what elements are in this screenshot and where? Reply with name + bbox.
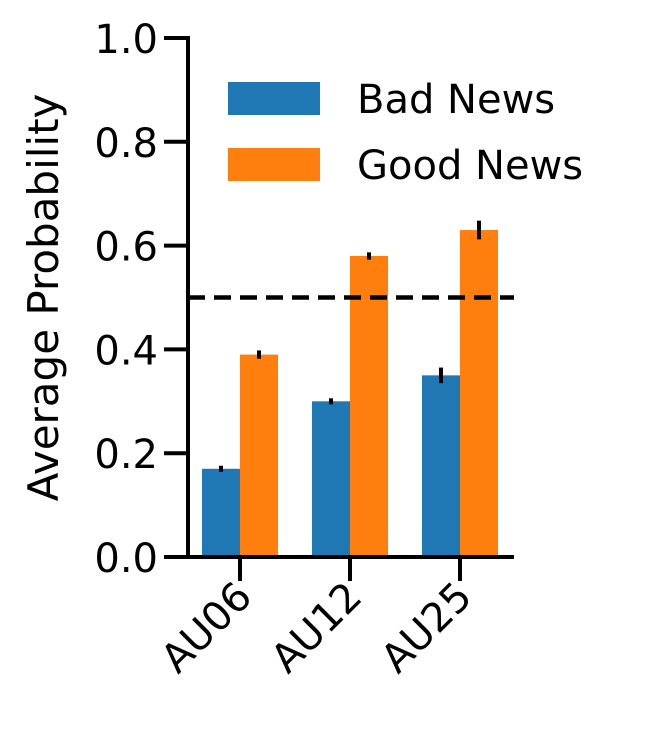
legend-item-good-news: Good News — [228, 143, 583, 189]
legend-swatch — [228, 148, 320, 181]
bar-au12-good-news — [350, 255, 388, 558]
y-tick-label: 0.6 — [94, 225, 158, 271]
x-tick-label: AU12 — [262, 574, 371, 683]
y-tick-label: 1.0 — [94, 17, 158, 63]
bar-au06-bad-news — [202, 468, 240, 557]
y-ticks: 0.0 0.2 0.4 0.6 0.8 1.0 — [94, 17, 188, 582]
bars-layer — [202, 230, 498, 558]
bar-au06-good-news — [240, 354, 278, 557]
y-tick-label: 0.4 — [94, 328, 158, 374]
x-tick-label: AU25 — [372, 574, 481, 683]
legend-label: Bad News — [357, 77, 555, 123]
x-tick-label: AU06 — [152, 574, 261, 683]
bar-au12-bad-news — [312, 401, 350, 557]
legend-item-bad-news: Bad News — [228, 77, 555, 123]
error-bars-layer — [219, 220, 481, 472]
bar-au25-good-news — [460, 230, 498, 557]
x-ticks: AU06 AU12 AU25 — [152, 557, 481, 682]
y-tick-label: 0.2 — [94, 432, 158, 478]
bar-au25-bad-news — [422, 375, 460, 557]
legend: Bad News Good News — [228, 77, 583, 189]
y-axis-label: Average Probability — [19, 94, 68, 502]
y-tick-label: 0.0 — [94, 536, 158, 582]
y-tick-label: 0.8 — [94, 121, 158, 167]
legend-label: Good News — [357, 143, 583, 189]
legend-swatch — [228, 82, 320, 115]
